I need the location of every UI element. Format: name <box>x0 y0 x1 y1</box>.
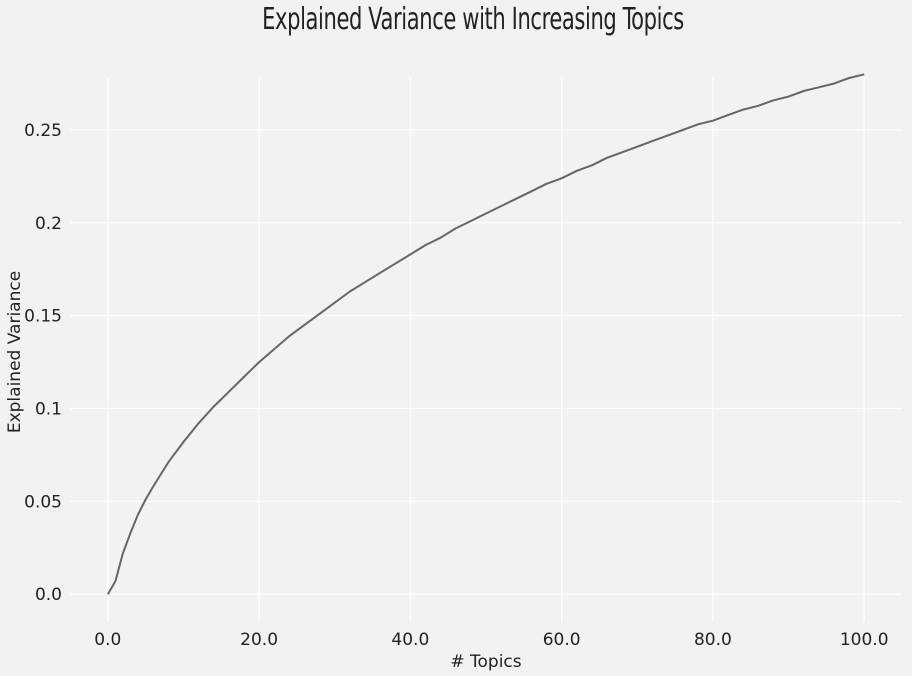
x-axis-label: # Topics <box>450 652 521 672</box>
y-tick-label: 0.15 <box>24 307 62 327</box>
x-tick-label: 80.0 <box>694 630 732 650</box>
x-tick-label: 0.0 <box>94 630 121 650</box>
x-tick-label: 60.0 <box>543 630 581 650</box>
grid <box>70 78 902 622</box>
series-line <box>106 73 865 595</box>
y-tick-label: 0.0 <box>35 585 62 605</box>
y-tick-label: 0.2 <box>35 214 62 234</box>
x-tick-label: 20.0 <box>240 630 278 650</box>
series-layer <box>106 73 865 595</box>
y-tick-label: 0.25 <box>24 121 62 141</box>
tick-labels: 0.0 20.0 40.0 60.0 80.0 100.0 0.0 0.05 0.1 0.15 0.… <box>24 121 888 650</box>
x-tick-label: 100.0 <box>840 630 889 650</box>
y-tick-label: 0.1 <box>35 399 62 419</box>
y-tick-label: 0.05 <box>24 492 62 512</box>
x-tick-label: 40.0 <box>391 630 429 650</box>
y-axis-label: Explained Variance <box>5 271 25 433</box>
chart-title: Explained Variance with Increasing Topic… <box>262 2 684 37</box>
